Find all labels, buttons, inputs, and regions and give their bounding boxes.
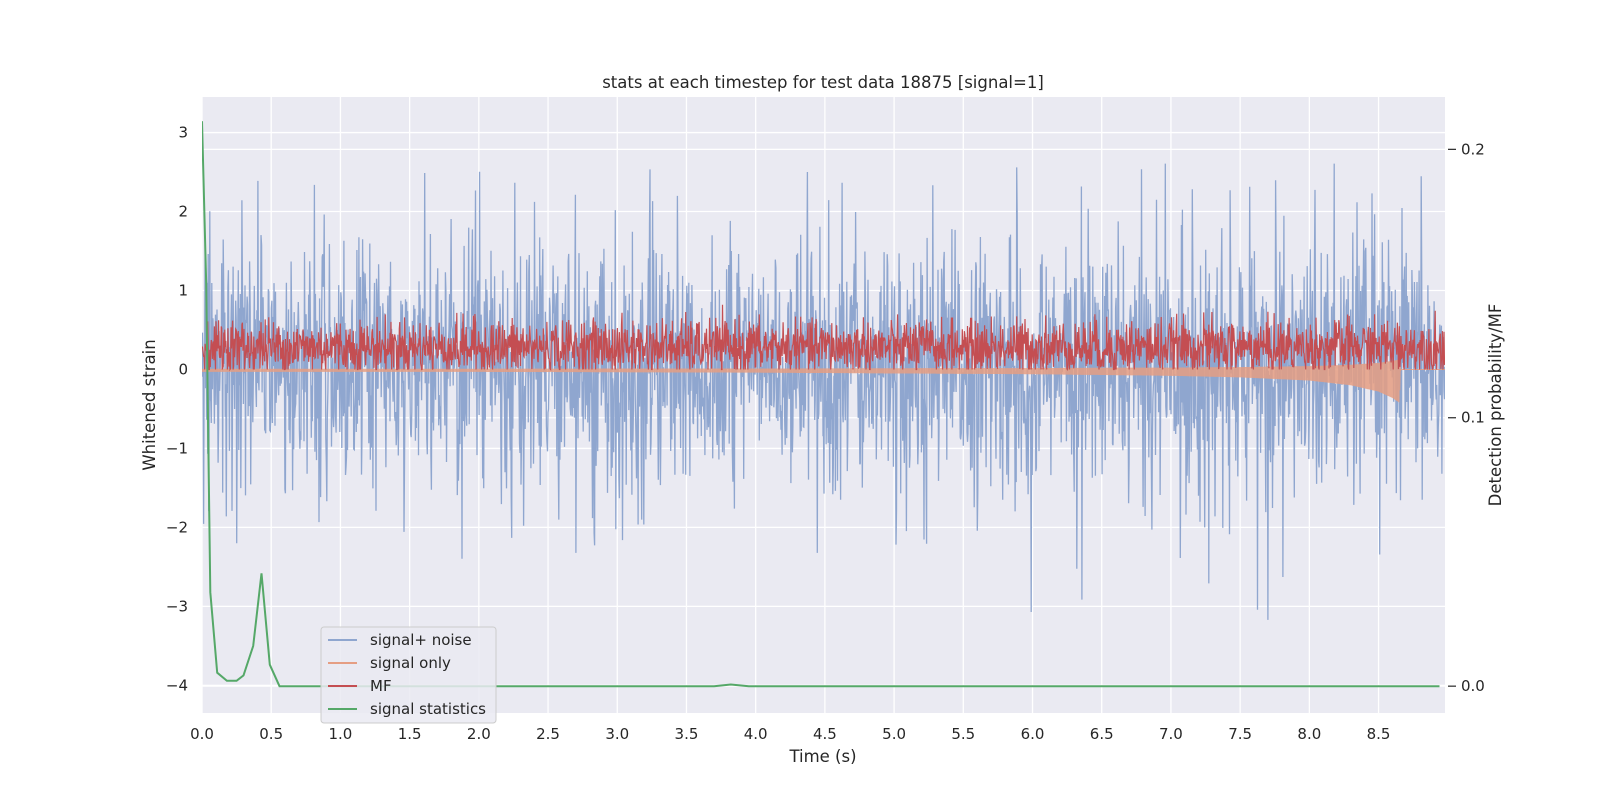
y-axis-right: 0.2 0.1 0.0 [1448, 140, 1485, 695]
x-axis: 0.0 0.5 1.0 1.5 2.0 2.5 3.0 3.5 4.0 4.5 5.0 5.5 6.0 6… [190, 725, 1390, 743]
chart-title: stats at each timestep for test data 188… [602, 73, 1044, 92]
x-tick-label: 2.5 [536, 725, 560, 743]
x-tick-label: 4.5 [813, 725, 837, 743]
series-mf [202, 304, 1445, 372]
y-tick-label: 3 [178, 124, 188, 142]
legend-label-signal-noise: signal+ noise [370, 631, 472, 649]
x-tick-label: 8.0 [1297, 725, 1321, 743]
x-tick-label: 1.5 [398, 725, 422, 743]
legend-label-signal-only: signal only [370, 654, 451, 672]
x-axis-label: Time (s) [788, 747, 856, 766]
y2-axis-label: Detection probability/MF [1486, 304, 1505, 507]
x-tick-label: 0.5 [259, 725, 283, 743]
y-axis-left: 3 2 1 0 −1 −2 −3 −4 [166, 124, 188, 695]
y-tick-label: 1 [178, 281, 188, 299]
x-tick-label: 1.0 [328, 725, 352, 743]
legend-box [320, 626, 497, 724]
legend-label-mf: MF [370, 677, 392, 695]
x-tick-label: 8.5 [1367, 725, 1391, 743]
x-tick-label: 2.0 [467, 725, 491, 743]
x-tick-label: 6.0 [1021, 725, 1045, 743]
y-tick-label: −3 [166, 597, 188, 615]
x-tick-label: 5.0 [882, 725, 906, 743]
y-tick-label: −2 [166, 518, 188, 536]
y-axis-label: Whitened strain [140, 339, 159, 470]
y-tick-label: 0 [178, 360, 188, 378]
legend-label-signal-statistics: signal statistics [370, 700, 486, 718]
x-tick-label: 7.5 [1228, 725, 1252, 743]
y-tick-label: 2 [178, 203, 188, 221]
y-tick-label: −4 [166, 676, 188, 694]
x-tick-label: 5.5 [951, 725, 975, 743]
legend: signal+ noise signal only MF signal stat… [320, 626, 497, 724]
y2-tick-label: 0.0 [1461, 677, 1485, 695]
x-tick-label: 3.5 [675, 725, 699, 743]
y-tick-label: −1 [166, 439, 188, 457]
x-tick-label: 3.0 [605, 725, 629, 743]
series-signal-noise [202, 163, 1445, 620]
y2-tick-label: 0.1 [1461, 409, 1485, 427]
y2-tick-label: 0.2 [1461, 140, 1485, 158]
x-tick-label: 6.5 [1090, 725, 1114, 743]
x-tick-label: 7.0 [1159, 725, 1183, 743]
x-tick-label: 4.0 [744, 725, 768, 743]
x-tick-label: 0.0 [190, 725, 214, 743]
